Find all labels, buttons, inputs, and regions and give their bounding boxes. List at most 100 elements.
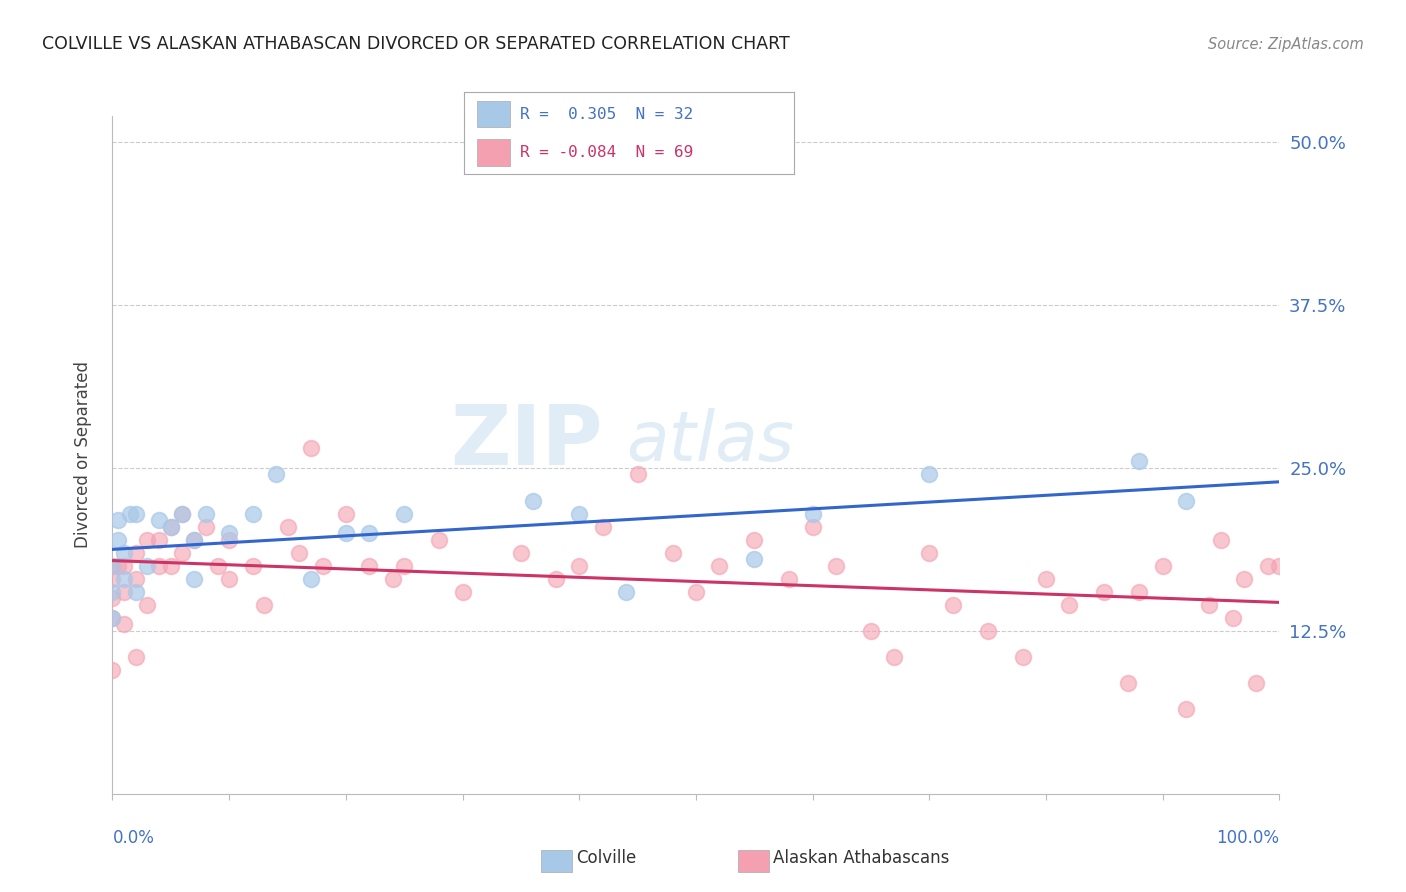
Point — [394, 558, 416, 573]
Point — [172, 507, 194, 521]
Point — [125, 650, 148, 665]
Point — [744, 552, 766, 566]
Point — [860, 624, 883, 638]
Point — [299, 442, 322, 456]
Point — [148, 558, 170, 573]
Point — [359, 558, 381, 573]
Point — [112, 572, 135, 586]
Point — [918, 546, 941, 560]
Point — [112, 558, 135, 573]
Point — [136, 598, 159, 612]
Point — [107, 533, 129, 547]
Point — [918, 467, 941, 482]
Point — [183, 533, 205, 547]
Point — [101, 558, 124, 573]
Point — [801, 507, 824, 521]
Point — [1268, 558, 1291, 573]
Text: R = -0.084  N = 69: R = -0.084 N = 69 — [520, 145, 693, 160]
Text: 0.0%: 0.0% — [112, 829, 155, 847]
Point — [661, 546, 683, 560]
Point — [801, 519, 824, 533]
Point — [242, 558, 264, 573]
Point — [101, 584, 124, 599]
Text: atlas: atlas — [626, 408, 794, 475]
Point — [218, 572, 240, 586]
Point — [883, 650, 905, 665]
Point — [381, 572, 404, 586]
Point — [288, 546, 311, 560]
Point — [1011, 650, 1033, 665]
Text: Alaskan Athabascans: Alaskan Athabascans — [773, 849, 949, 867]
Point — [335, 507, 357, 521]
Text: R =  0.305  N = 32: R = 0.305 N = 32 — [520, 106, 693, 121]
Point — [101, 591, 124, 606]
Point — [112, 546, 135, 560]
Point — [627, 467, 650, 482]
Point — [744, 533, 766, 547]
Point — [264, 467, 287, 482]
Point — [427, 533, 450, 547]
Point — [125, 572, 148, 586]
Point — [568, 507, 591, 521]
Point — [1175, 493, 1198, 508]
Point — [107, 558, 129, 573]
Point — [1059, 598, 1081, 612]
Point — [1233, 572, 1256, 586]
Point — [172, 546, 194, 560]
Point — [101, 572, 124, 586]
Point — [778, 572, 800, 586]
Point — [276, 519, 298, 533]
Point — [101, 663, 124, 677]
Point — [136, 533, 159, 547]
Point — [160, 519, 183, 533]
Point — [207, 558, 229, 573]
Point — [685, 584, 707, 599]
Point — [1128, 584, 1150, 599]
Point — [125, 546, 148, 560]
Point — [160, 558, 183, 573]
Point — [160, 519, 183, 533]
Point — [118, 507, 141, 521]
Text: COLVILLE VS ALASKAN ATHABASCAN DIVORCED OR SEPARATED CORRELATION CHART: COLVILLE VS ALASKAN ATHABASCAN DIVORCED … — [42, 35, 790, 53]
Point — [1257, 558, 1279, 573]
Point — [1035, 572, 1057, 586]
Bar — [477, 139, 510, 166]
Text: Source: ZipAtlas.com: Source: ZipAtlas.com — [1208, 37, 1364, 52]
Point — [183, 533, 205, 547]
Point — [194, 519, 217, 533]
Point — [148, 513, 170, 527]
Point — [1244, 676, 1267, 690]
Point — [1152, 558, 1174, 573]
Point — [976, 624, 998, 638]
Text: ZIP: ZIP — [450, 401, 603, 482]
Point — [101, 611, 124, 625]
Point — [942, 598, 965, 612]
Point — [1094, 584, 1116, 599]
Point — [125, 507, 148, 521]
Point — [101, 611, 124, 625]
Bar — [477, 101, 510, 128]
Point — [568, 558, 591, 573]
Point — [136, 558, 159, 573]
Point — [242, 507, 264, 521]
Point — [253, 598, 276, 612]
Point — [825, 558, 848, 573]
Point — [101, 558, 124, 573]
Point — [218, 526, 240, 541]
Text: Colville: Colville — [576, 849, 637, 867]
Point — [709, 558, 731, 573]
Point — [218, 533, 240, 547]
Point — [1198, 598, 1220, 612]
Point — [172, 507, 194, 521]
Point — [183, 572, 205, 586]
Point — [1116, 676, 1139, 690]
Point — [107, 513, 129, 527]
Point — [1222, 611, 1244, 625]
Point — [522, 493, 544, 508]
Point — [544, 572, 567, 586]
Point — [451, 584, 474, 599]
Point — [112, 617, 135, 632]
Point — [125, 584, 148, 599]
Point — [194, 507, 217, 521]
Point — [1209, 533, 1232, 547]
